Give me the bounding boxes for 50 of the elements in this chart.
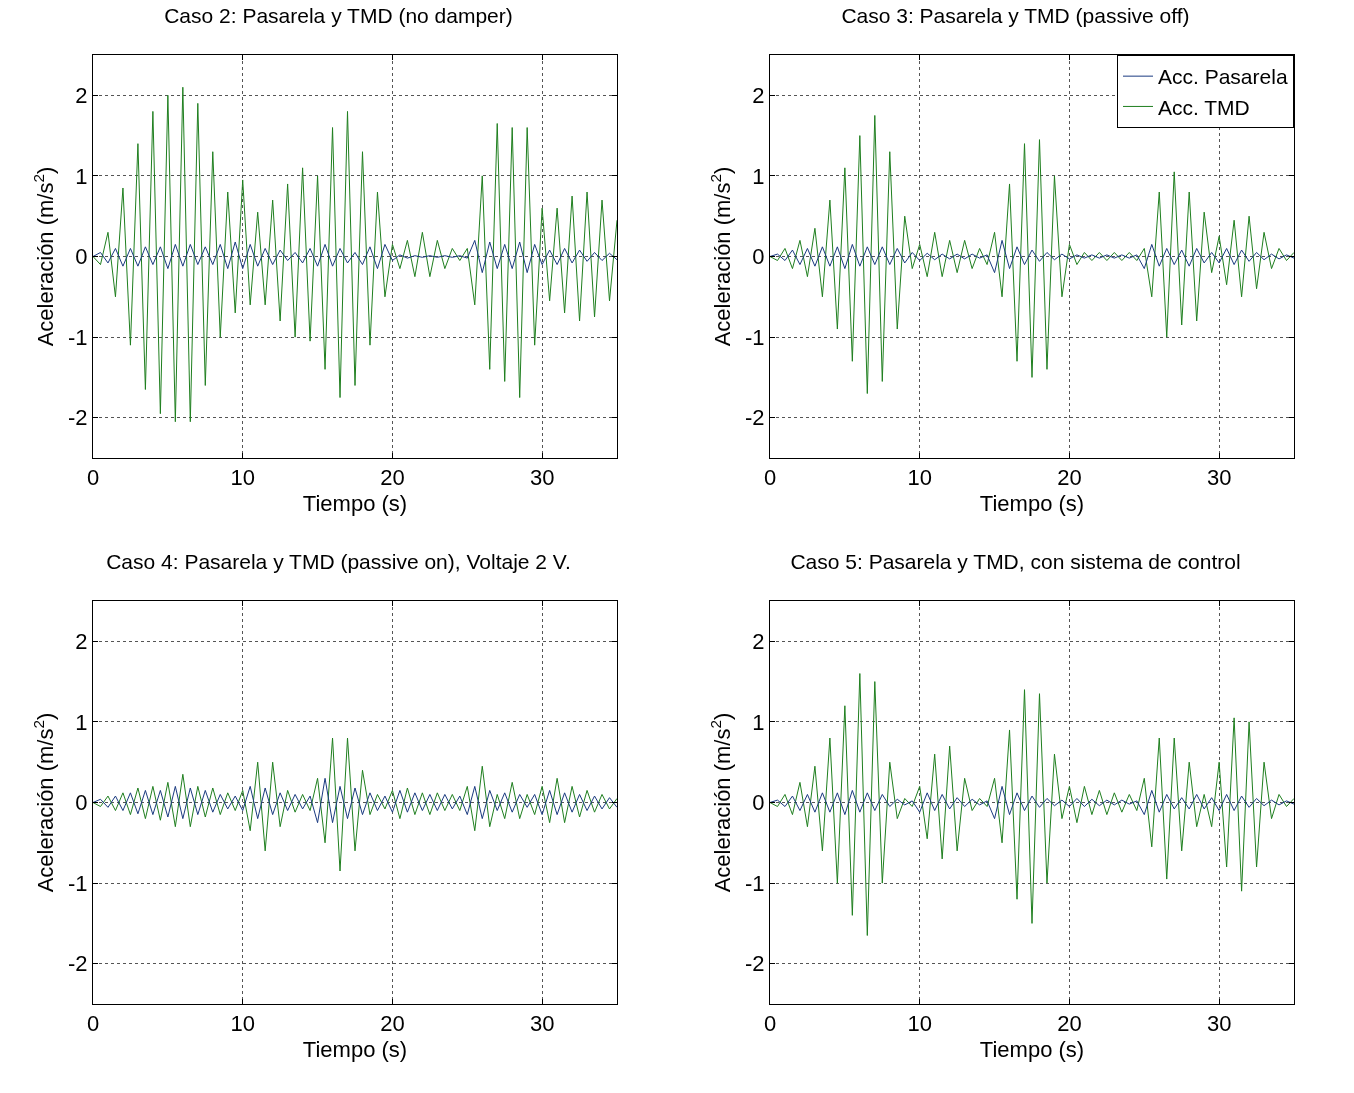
y-tick-label: 0 [75,244,88,270]
y-tick-label: -1 [745,870,765,896]
chart-title: Caso 3: Pasarela y TMD (passive off) [841,3,1190,27]
x-tick-label: 30 [1206,1011,1232,1037]
y-tick-label: -1 [68,324,88,350]
chart-title: Caso 5: Pasarela y TMD, con sistema de control [790,549,1241,573]
chart-title: Caso 2: Pasarela y TMD (no damper) [164,3,513,27]
y-tick-label: 2 [75,83,88,108]
line-series [770,239,1294,274]
x-axis-title: Tiempo (s) [979,491,1085,517]
y-tick-label: -2 [745,951,765,977]
line-series [93,737,617,872]
x-tick-label: 30 [529,1011,555,1037]
line-series [93,239,617,274]
x-axis-title: Tiempo (s) [302,491,408,517]
y-tick-label: 2 [752,83,765,108]
x-tick-label: 10 [230,465,255,491]
chart-title: Caso 4: Pasarela y TMD (passive on), Voltaje 2 V. [106,549,571,573]
legend-label: Acc. Pasarela [1158,65,1288,89]
x-tick-label: 30 [1206,465,1232,491]
line-series [93,777,617,824]
x-tick-label: 10 [907,465,932,491]
x-tick-label: 20 [1057,1011,1082,1037]
y-tick-label: -2 [68,951,88,977]
x-tick-label: 20 [380,465,405,491]
y-tick-label: -1 [68,870,88,896]
y-tick-label: 2 [752,629,765,654]
x-tick-label: 10 [907,1011,932,1037]
y-tick-label: -1 [745,324,765,350]
line-series [770,114,1294,395]
y-tick-label: 0 [752,790,765,816]
x-tick-label: 20 [1057,465,1082,491]
y-tick-label: -2 [68,405,88,431]
y-tick-label: 0 [752,244,765,270]
y-tick-label: -2 [745,405,765,431]
line-series [770,673,1294,936]
y-tick-label: 0 [75,790,88,816]
y-tick-label: 1 [75,163,88,189]
y-tick-label: 1 [752,163,765,189]
y-tick-label: 1 [75,709,88,735]
line-series [93,86,617,423]
x-tick-label: 20 [380,1011,405,1037]
x-axis-title: Tiempo (s) [302,1037,408,1063]
legend-label: Acc. TMD [1158,95,1250,119]
line-series [770,785,1294,820]
x-tick-label: 10 [230,1011,255,1037]
x-tick-label: 30 [529,465,555,491]
y-tick-label: 2 [75,629,88,654]
x-axis-title: Tiempo (s) [979,1037,1085,1063]
y-tick-label: 1 [752,709,765,735]
